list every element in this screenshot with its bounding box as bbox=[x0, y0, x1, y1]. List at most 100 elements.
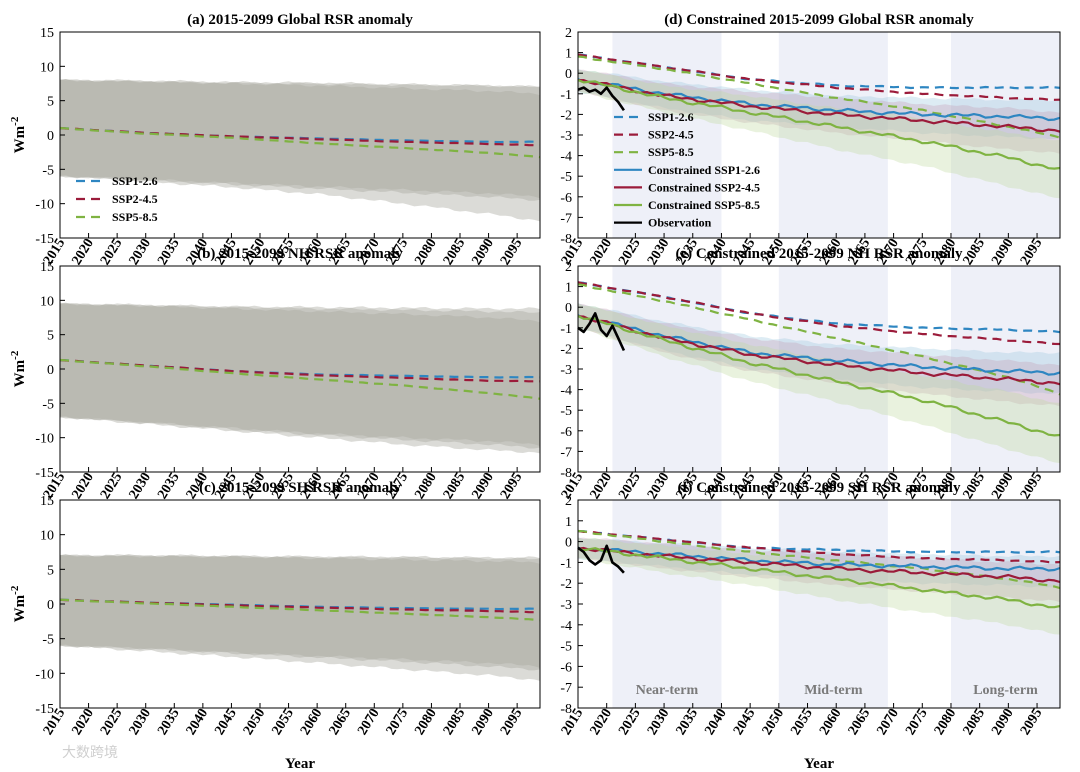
legend-label: SSP2-4.5 bbox=[112, 192, 158, 206]
line-ssp2-4-5 bbox=[577, 281, 1061, 346]
xtick-label: 2030 bbox=[127, 706, 155, 738]
xtick-label: 2020 bbox=[588, 470, 616, 502]
period-shade-1 bbox=[778, 32, 888, 238]
ytick-label: 0 bbox=[565, 67, 572, 82]
period-shade-2 bbox=[950, 32, 1060, 238]
ytick-label: -2 bbox=[560, 577, 572, 592]
ytick-label: 0 bbox=[47, 363, 54, 378]
ytick-label: -7 bbox=[560, 445, 572, 460]
xtick-label: 2025 bbox=[616, 470, 644, 502]
period-shade-0 bbox=[612, 266, 722, 472]
line-constrained-ssp1-2-6 bbox=[577, 78, 1061, 122]
ytick-label: -10 bbox=[35, 667, 54, 682]
line-constrained-ssp1-2-6 bbox=[577, 314, 1061, 376]
band-ssp5-8-5 bbox=[60, 79, 540, 222]
ytick-label: -10 bbox=[35, 198, 54, 213]
xtick-label: 2035 bbox=[155, 236, 183, 268]
line-ssp5-8-5 bbox=[59, 358, 541, 400]
xtick-label: 2095 bbox=[1018, 470, 1046, 502]
xtick-label: 2095 bbox=[498, 706, 526, 738]
ytick-label: -6 bbox=[560, 660, 572, 675]
xtick-label: 2070 bbox=[355, 706, 383, 738]
period-shade-0 bbox=[612, 500, 722, 708]
y-axis-label: Wm-2 bbox=[9, 116, 28, 153]
xtick-label: 2080 bbox=[412, 706, 440, 738]
xtick-label: 2090 bbox=[989, 236, 1017, 268]
xtick-label: 2070 bbox=[874, 706, 902, 738]
band-ssp2-4-5 bbox=[60, 79, 540, 201]
xtick-label: 2095 bbox=[1018, 236, 1046, 268]
legend-label: Constrained SSP5-8.5 bbox=[648, 198, 760, 212]
ytick-label: -8 bbox=[560, 232, 572, 247]
x-axis-label: Year bbox=[285, 756, 315, 772]
legend-label: Constrained SSP2-4.5 bbox=[648, 180, 760, 194]
period-label-0: Near-term bbox=[636, 683, 699, 698]
y-axis-label: Wm-2 bbox=[9, 585, 28, 622]
band-constrained-ssp2-4-5 bbox=[578, 537, 1060, 603]
line-observation bbox=[577, 312, 626, 352]
ytick-label: -1 bbox=[560, 322, 572, 337]
xtick-label: 2090 bbox=[989, 470, 1017, 502]
ytick-label: 5 bbox=[47, 95, 54, 110]
xtick-label: 2030 bbox=[645, 236, 673, 268]
ytick-label: -7 bbox=[560, 211, 572, 226]
xtick-label: 2095 bbox=[498, 236, 526, 268]
ytick-label: 0 bbox=[47, 598, 54, 613]
xtick-label: 2055 bbox=[269, 706, 297, 738]
band-ssp2-4-5 bbox=[60, 554, 540, 671]
xtick-label: 2080 bbox=[412, 236, 440, 268]
band-constrained-ssp1-2-6 bbox=[578, 302, 1060, 394]
band-ssp1-2-6 bbox=[60, 554, 540, 668]
ytick-label: 10 bbox=[40, 294, 54, 309]
x-axis-label: Year bbox=[804, 756, 834, 772]
line-ssp5-8-5 bbox=[59, 598, 541, 622]
ytick-label: -3 bbox=[560, 363, 572, 378]
ytick-label: 1 bbox=[565, 47, 572, 62]
ytick-label: -1 bbox=[560, 88, 572, 103]
ytick-label: -3 bbox=[560, 598, 572, 613]
xtick-label: 2090 bbox=[989, 706, 1017, 738]
legend-label: SSP2-4.5 bbox=[648, 128, 694, 142]
ytick-label: -6 bbox=[560, 191, 572, 206]
band-ssp5-8-5 bbox=[60, 554, 540, 681]
xtick-label: 2050 bbox=[241, 706, 269, 738]
panel-title: (a) 2015-2099 Global RSR anomaly bbox=[187, 12, 413, 28]
xtick-label: 2025 bbox=[616, 706, 644, 738]
ytick-label: -8 bbox=[560, 466, 572, 481]
panel-title: (d) Constrained 2015-2099 Global RSR ano… bbox=[664, 12, 974, 28]
xtick-label: 2020 bbox=[588, 236, 616, 268]
line-constrained-ssp5-8-5 bbox=[577, 315, 1061, 437]
ytick-label: 15 bbox=[40, 494, 54, 509]
xtick-label: 2040 bbox=[702, 706, 730, 738]
xtick-label: 2060 bbox=[298, 706, 326, 738]
xtick-label: 2025 bbox=[98, 706, 126, 738]
xtick-label: 2020 bbox=[588, 706, 616, 738]
xtick-label: 2060 bbox=[817, 706, 845, 738]
xtick-label: 2095 bbox=[1018, 706, 1046, 738]
period-label-2: Long-term bbox=[973, 683, 1038, 698]
ytick-label: -8 bbox=[560, 702, 572, 717]
xtick-label: 2075 bbox=[384, 706, 412, 738]
ytick-label: 10 bbox=[40, 529, 54, 544]
legend-label: SSP5-8.5 bbox=[112, 210, 158, 224]
line-ssp2-4-5 bbox=[577, 529, 1061, 564]
xtick-label: 2065 bbox=[846, 706, 874, 738]
xtick-label: 2030 bbox=[127, 236, 155, 268]
ytick-label: -4 bbox=[560, 384, 572, 399]
ytick-label: -5 bbox=[560, 170, 572, 185]
panel-title: (f) Constrained 2015-2099 SH RSR anomaly bbox=[678, 480, 961, 496]
xtick-label: 2020 bbox=[69, 236, 97, 268]
xtick-label: 2080 bbox=[412, 470, 440, 502]
line-ssp5-8-5 bbox=[577, 55, 1061, 139]
legend-label: SSP1-2.6 bbox=[648, 110, 694, 124]
ytick-label: 2 bbox=[565, 26, 572, 41]
line-constrained-ssp5-8-5 bbox=[577, 78, 1061, 170]
xtick-label: 2090 bbox=[469, 706, 497, 738]
ytick-label: -3 bbox=[560, 129, 572, 144]
ytick-label: -4 bbox=[560, 619, 572, 634]
ytick-label: 1 bbox=[565, 515, 572, 530]
